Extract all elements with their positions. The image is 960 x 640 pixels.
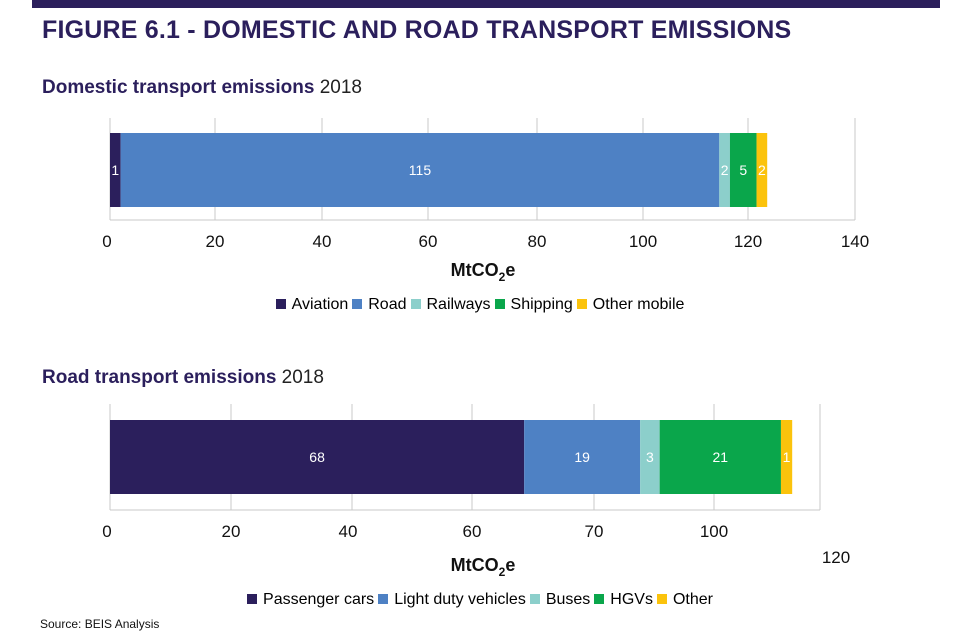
legend-swatch [656, 594, 667, 604]
tick-label: 60 [419, 232, 438, 251]
bar-segment-buses [640, 420, 660, 494]
tick-label: 100 [700, 522, 728, 541]
tick-label: 20 [222, 522, 241, 541]
chart1-title: Domestic transport emissions 2018 [42, 77, 362, 99]
legend-label: Passenger cars [263, 591, 375, 608]
tick-label: 140 [841, 232, 869, 251]
data-label: 2 [721, 162, 729, 178]
top-accent-bar [32, 0, 940, 8]
bar-segment-road [120, 133, 720, 207]
bar-segment-other-mobile [756, 133, 768, 207]
legend-item: Buses [529, 591, 591, 609]
tick-label: 40 [313, 232, 332, 251]
legend-swatch [576, 299, 587, 309]
legend-item: Other [656, 591, 713, 609]
legend-label: Other [672, 591, 713, 608]
tick-label: 120 [734, 232, 762, 251]
legend-label: Aviation [291, 296, 349, 313]
data-label: 5 [739, 162, 747, 178]
legend-label: Light duty vehicles [394, 591, 526, 608]
legend-swatch [529, 594, 540, 604]
legend-item: Other mobile [576, 296, 685, 314]
bar-segment-aviation [110, 133, 121, 207]
tick-label: 60 [463, 522, 482, 541]
bar-segment-other [780, 420, 793, 494]
legend-item: Light duty vehicles [378, 591, 526, 609]
legend-label: Buses [545, 591, 591, 608]
tick-label: 20 [206, 232, 225, 251]
legend-label: Other mobile [592, 296, 685, 313]
legend-item: HGVs [594, 591, 653, 609]
chart1-title-year: 2018 [319, 77, 362, 98]
bar-segment-shipping [729, 133, 757, 207]
legend-label: Shipping [510, 296, 573, 313]
legend-label: Road [368, 296, 407, 313]
legend-item: Railways [410, 296, 491, 314]
tick-label-extra: 120 [822, 548, 850, 567]
legend-swatch [275, 299, 286, 309]
data-label: 21 [713, 449, 729, 465]
x-axis-label: MtCO2e [451, 260, 516, 284]
legend-item: Aviation [275, 296, 349, 314]
legend-item: Shipping [494, 296, 573, 314]
x-axis-label: MtCO2e [451, 555, 516, 579]
data-label: 1 [111, 162, 119, 178]
legend-swatch [594, 594, 605, 604]
source-note: Source: BEIS Analysis [40, 617, 160, 631]
tick-label: 80 [528, 232, 547, 251]
chart2-svg: 68 19 3 21 1 0 20 40 60 70 100 120 MtCO2e [102, 404, 850, 579]
tick-label: 40 [339, 522, 358, 541]
chart1-title-main: Domestic transport emissions [42, 77, 315, 98]
legend-item: Road [352, 296, 407, 314]
chart2-title-main: Road transport emissions [42, 367, 277, 388]
tick-label: 70 [585, 522, 604, 541]
tick-label: 100 [629, 232, 657, 251]
bar-segment-light-duty-vehicles [524, 420, 641, 494]
chart2-title: Road transport emissions 2018 [42, 367, 324, 389]
chart2-legend: Passenger cars Light duty vehicles Buses HG… [0, 591, 960, 609]
bar-segment-passenger-cars [110, 420, 525, 494]
tick-label: 0 [102, 232, 111, 251]
tick-label: 0 [102, 522, 111, 541]
chart1-legend: Aviation Road Railways Shipping Other mobile [0, 296, 960, 314]
bar-segment-railways [719, 133, 730, 207]
legend-swatch [247, 594, 258, 604]
figure-title: FIGURE 6.1 - DOMESTIC AND ROAD TRANSPORT… [42, 16, 792, 44]
legend-swatch [410, 299, 421, 309]
bar-segment-hgvs [659, 420, 781, 494]
legend-label: Railways [426, 296, 491, 313]
legend-label: HGVs [610, 591, 653, 608]
data-label: 68 [309, 449, 325, 465]
data-label: 19 [574, 449, 590, 465]
data-label: 3 [646, 449, 654, 465]
legend-swatch [494, 299, 505, 309]
data-label: 2 [758, 162, 766, 178]
chart2-title-year: 2018 [281, 367, 324, 388]
data-label: 115 [409, 162, 432, 178]
legend-item: Passenger cars [247, 591, 374, 609]
legend-swatch [378, 594, 389, 604]
legend-swatch [352, 299, 363, 309]
data-label: 1 [783, 449, 791, 465]
